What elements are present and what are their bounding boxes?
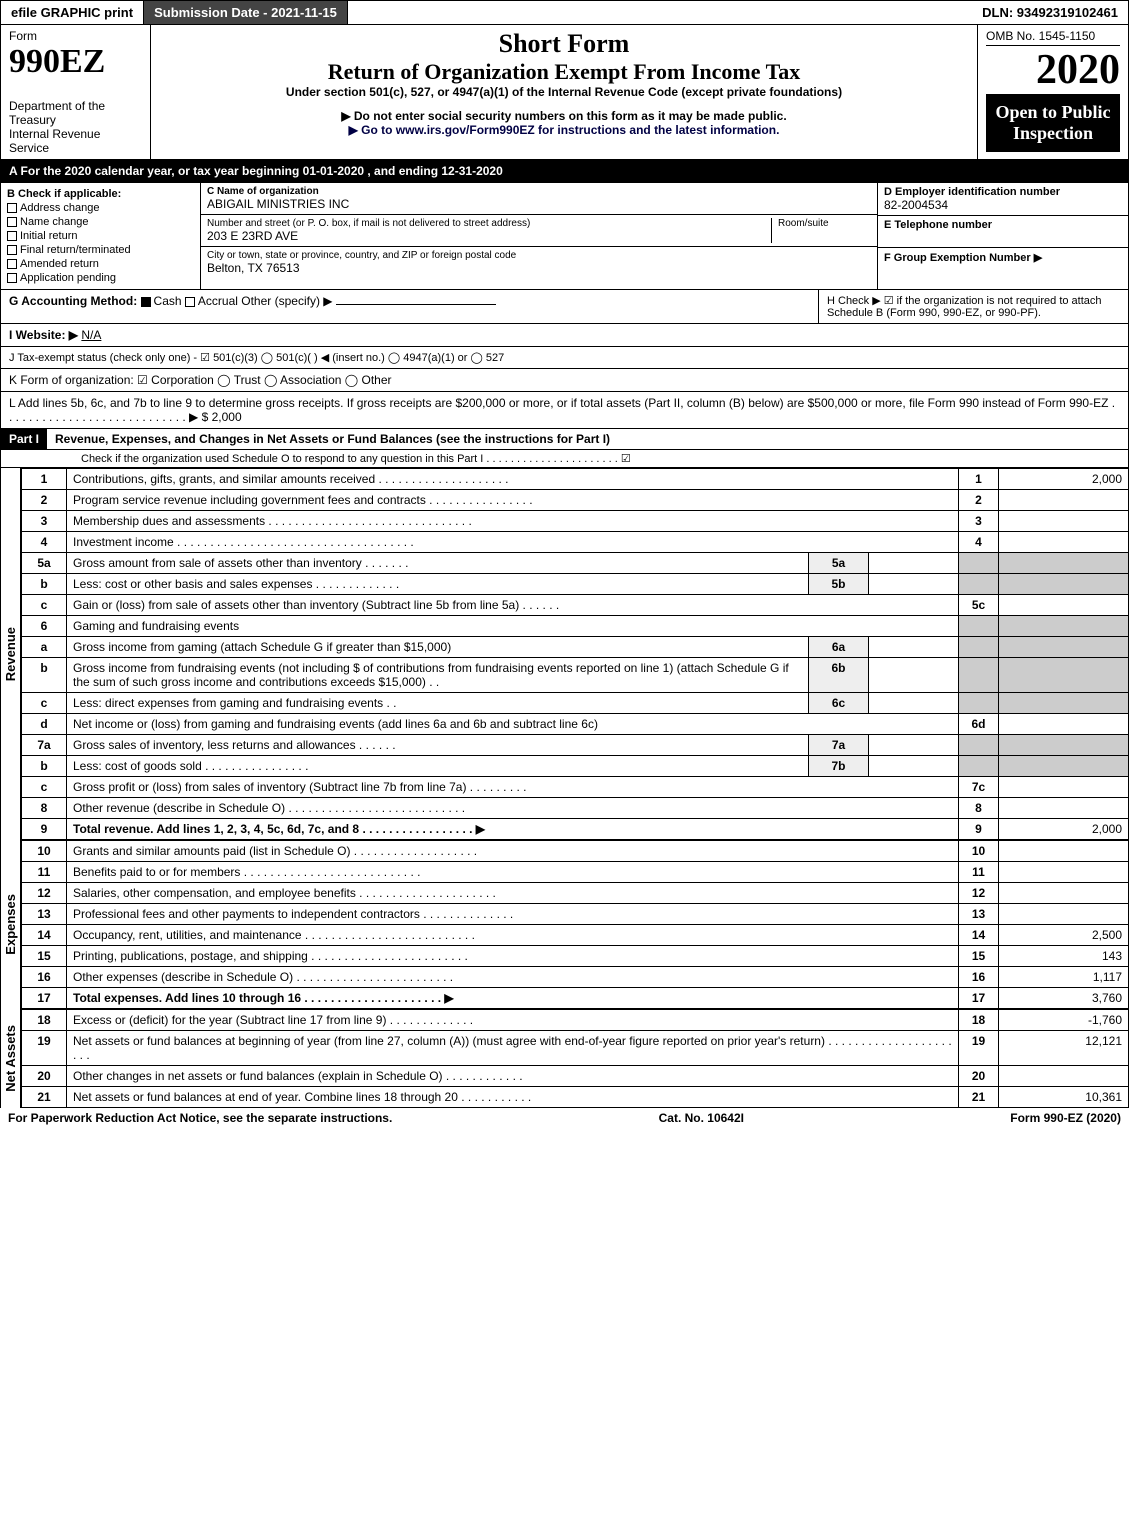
form-number: 990EZ [9, 43, 142, 81]
line-7c: cGross profit or (loss) from sales of in… [22, 777, 1129, 798]
accounting-cash[interactable]: Cash [141, 294, 182, 308]
tax-year: 2020 [986, 46, 1120, 94]
line-6b: bGross income from fundraising events (n… [22, 658, 1129, 693]
line-1: 1Contributions, gifts, grants, and simil… [22, 469, 1129, 490]
info-grid: B Check if applicable: Address change Na… [0, 183, 1129, 290]
dln-label: DLN: 93492319102461 [972, 1, 1128, 24]
website-label: I Website: ▶ [9, 328, 78, 342]
check-initial-return[interactable]: Initial return [7, 230, 194, 242]
line-17: 17Total expenses. Add lines 10 through 1… [22, 988, 1129, 1009]
form-word: Form [9, 29, 142, 43]
expenses-side-label: Expenses [1, 890, 20, 959]
part1-header-row: Part I Revenue, Expenses, and Changes in… [0, 429, 1129, 450]
section-g-h-row: G Accounting Method: Cash Accrual Other … [0, 290, 1129, 324]
paperwork-notice: For Paperwork Reduction Act Notice, see … [8, 1111, 392, 1125]
line-8: 8Other revenue (describe in Schedule O) … [22, 798, 1129, 819]
line-6d: dNet income or (loss) from gaming and fu… [22, 714, 1129, 735]
line-7a: 7aGross sales of inventory, less returns… [22, 735, 1129, 756]
org-name: ABIGAIL MINISTRIES INC [207, 197, 871, 211]
street-label: Number and street (or P. O. box, if mail… [207, 218, 771, 229]
line-5a: 5aGross amount from sale of assets other… [22, 553, 1129, 574]
line-6: 6Gaming and fundraising events [22, 616, 1129, 637]
section-i: I Website: ▶ N/A [0, 324, 1129, 347]
website-value: N/A [81, 328, 101, 342]
section-j: J Tax-exempt status (check only one) - ☑… [0, 347, 1129, 369]
short-form-title: Short Form [159, 29, 969, 59]
line-7b: bLess: cost of goods sold . . . . . . . … [22, 756, 1129, 777]
line-13: 13Professional fees and other payments t… [22, 904, 1129, 925]
section-c-name-label: C Name of organization [207, 186, 871, 197]
netassets-table: 18Excess or (deficit) for the year (Subt… [21, 1009, 1129, 1108]
form-ref: Form 990-EZ (2020) [1010, 1111, 1121, 1125]
line-19: 19Net assets or fund balances at beginni… [22, 1031, 1129, 1066]
line-12: 12Salaries, other compensation, and empl… [22, 883, 1129, 904]
section-b: B Check if applicable: Address change Na… [1, 183, 201, 289]
line-3: 3Membership dues and assessments . . . .… [22, 511, 1129, 532]
section-g-label: G Accounting Method: [9, 294, 137, 308]
room-suite-label: Room/suite [771, 218, 871, 243]
expenses-table: 10Grants and similar amounts paid (list … [21, 840, 1129, 1009]
section-a: A For the 2020 calendar year, or tax yea… [0, 160, 1129, 183]
line-20: 20Other changes in net assets or fund ba… [22, 1066, 1129, 1087]
netassets-side-label: Net Assets [1, 1021, 20, 1096]
part1-title: Revenue, Expenses, and Changes in Net As… [55, 432, 610, 446]
check-amended-return[interactable]: Amended return [7, 258, 194, 270]
line-5c: cGain or (loss) from sale of assets othe… [22, 595, 1129, 616]
section-e-label: E Telephone number [884, 219, 1122, 231]
check-final-return[interactable]: Final return/terminated [7, 244, 194, 256]
form-header: Form 990EZ Department of the Treasury In… [0, 25, 1129, 160]
ein-value: 82-2004534 [884, 198, 1122, 212]
goto-link[interactable]: ▶ Go to www.irs.gov/Form990EZ for instru… [349, 123, 780, 137]
check-name-change[interactable]: Name change [7, 216, 194, 228]
revenue-side-label: Revenue [1, 623, 20, 685]
line-15: 15Printing, publications, postage, and s… [22, 946, 1129, 967]
city-label: City or town, state or province, country… [207, 250, 871, 261]
check-application-pending[interactable]: Application pending [7, 272, 194, 284]
irs-label: Internal Revenue Service [9, 127, 142, 155]
line-5b: bLess: cost or other basis and sales exp… [22, 574, 1129, 595]
check-address-change[interactable]: Address change [7, 202, 194, 214]
topbar: efile GRAPHIC print Submission Date - 20… [0, 0, 1129, 25]
submission-date-button[interactable]: Submission Date - 2021-11-15 [144, 1, 348, 24]
line-9: 9Total revenue. Add lines 1, 2, 3, 4, 5c… [22, 819, 1129, 840]
donot-line: ▶ Do not enter social security numbers o… [159, 109, 969, 123]
line-6c: cLess: direct expenses from gaming and f… [22, 693, 1129, 714]
line-14: 14Occupancy, rent, utilities, and mainte… [22, 925, 1129, 946]
accounting-other[interactable]: Other (specify) ▶ [241, 294, 332, 308]
goto-line[interactable]: ▶ Go to www.irs.gov/Form990EZ for instru… [159, 123, 969, 137]
part1-check: Check if the organization used Schedule … [0, 450, 1129, 468]
under-section-text: Under section 501(c), 527, or 4947(a)(1)… [159, 85, 969, 99]
revenue-table: 1Contributions, gifts, grants, and simil… [21, 468, 1129, 840]
page-footer: For Paperwork Reduction Act Notice, see … [0, 1108, 1129, 1128]
netassets-section: Net Assets 18Excess or (deficit) for the… [0, 1009, 1129, 1108]
line-10: 10Grants and similar amounts paid (list … [22, 841, 1129, 862]
accounting-accrual[interactable]: Accrual [185, 294, 238, 308]
section-f-label: F Group Exemption Number ▶ [884, 251, 1122, 264]
city-value: Belton, TX 76513 [207, 261, 871, 275]
line-6a: aGross income from gaming (attach Schedu… [22, 637, 1129, 658]
section-b-title: B Check if applicable: [7, 188, 194, 200]
revenue-section: Revenue 1Contributions, gifts, grants, a… [0, 468, 1129, 840]
return-title: Return of Organization Exempt From Incom… [159, 59, 969, 85]
section-h: H Check ▶ ☑ if the organization is not r… [818, 290, 1128, 323]
line-11: 11Benefits paid to or for members . . . … [22, 862, 1129, 883]
part1-label: Part I [1, 429, 47, 449]
dept-label: Department of the Treasury [9, 99, 142, 127]
section-l: L Add lines 5b, 6c, and 7b to line 9 to … [0, 392, 1129, 429]
line-2: 2Program service revenue including gover… [22, 490, 1129, 511]
efile-print-button[interactable]: efile GRAPHIC print [1, 1, 144, 24]
section-k: K Form of organization: ☑ Corporation ◯ … [0, 369, 1129, 392]
line-21: 21Net assets or fund balances at end of … [22, 1087, 1129, 1108]
line-18: 18Excess or (deficit) for the year (Subt… [22, 1010, 1129, 1031]
topbar-spacer [348, 1, 972, 24]
expenses-section: Expenses 10Grants and similar amounts pa… [0, 840, 1129, 1009]
open-public-badge: Open to Public Inspection [986, 94, 1120, 152]
street-value: 203 E 23RD AVE [207, 229, 771, 243]
line-4: 4Investment income . . . . . . . . . . .… [22, 532, 1129, 553]
cat-no: Cat. No. 10642I [659, 1111, 744, 1125]
line-16: 16Other expenses (describe in Schedule O… [22, 967, 1129, 988]
section-d-label: D Employer identification number [884, 186, 1122, 198]
omb-label: OMB No. 1545-1150 [986, 29, 1120, 46]
